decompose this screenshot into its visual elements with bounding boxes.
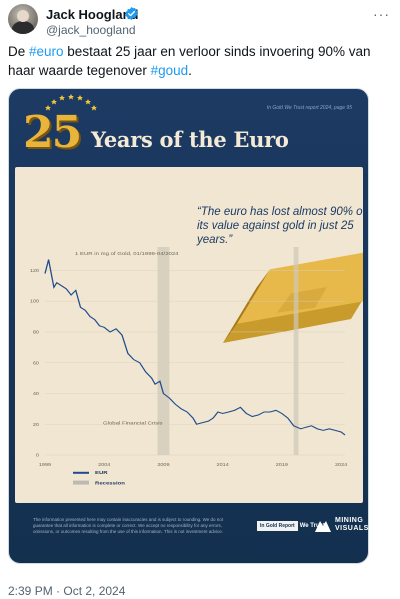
tweet-text: De #euro bestaat 25 jaar en verloor sind… xyxy=(8,42,392,80)
y-tick-label: 0 xyxy=(36,453,39,458)
tweet-media-image[interactable]: In Gold We Trust report 2024, page 95 25… xyxy=(8,88,369,564)
eur-series-line xyxy=(44,259,346,436)
quote-text: “The euro has lost almost 90% of its val… xyxy=(197,206,366,246)
x-tick-label: 1999 xyxy=(39,463,51,468)
tweet-header: Jack Hoogland @jack_hoogland ··· xyxy=(8,4,392,37)
y-tick-label: 100 xyxy=(30,299,39,304)
mining-visuals-mark-icon xyxy=(315,521,331,532)
mining-visuals-logo: MINING VISUALS xyxy=(315,517,369,533)
media-title: Years of the Euro xyxy=(91,127,289,152)
logo-name-text: We Trust xyxy=(299,523,325,529)
recession-band-1 xyxy=(293,247,299,455)
y-tick-label: 60 xyxy=(33,361,39,366)
x-tick-label: 2004 xyxy=(98,463,110,468)
tweet-text-segment: bestaat 25 jaar en verloor sinds invoeri… xyxy=(8,44,371,78)
in-gold-we-trust-logo: In Gold Report We Trust xyxy=(257,521,325,531)
chart-title: 1 EUR in mg of Gold, 01/1999-04/2024 xyxy=(75,251,179,256)
x-tick-label: 2019 xyxy=(276,463,288,468)
chart-panel: 0 20 40 60 80 100 120 1999 2004 2009 2014 2019 2024 … xyxy=(15,167,363,503)
x-tick-label: 2024 xyxy=(335,463,347,468)
verified-badge-icon xyxy=(125,6,138,21)
y-tick-label: 120 xyxy=(30,268,39,273)
legend-eur: EUR xyxy=(95,471,108,476)
x-tick-label: 2014 xyxy=(217,463,229,468)
author-display-name[interactable]: Jack Hoogland xyxy=(46,7,139,22)
media-source-note: In Gold We Trust report 2024, page 95 xyxy=(266,105,352,111)
logo-box-text: In Gold Report xyxy=(257,521,298,531)
recession-band-0 xyxy=(157,247,170,455)
disclaimer-text: The information presented here may conta… xyxy=(33,517,224,534)
eu-stars-icon xyxy=(45,94,97,111)
tweet-text-segment: . xyxy=(188,63,192,78)
avatar[interactable] xyxy=(8,4,38,34)
tweet-timestamp[interactable]: 2:39 PM · Oct 2, 2024 xyxy=(8,584,126,598)
author-handle[interactable]: @jack_hoogland xyxy=(46,23,136,37)
y-tick-label: 20 xyxy=(33,422,39,427)
title-number: 25 xyxy=(23,107,82,158)
more-options-icon[interactable]: ··· xyxy=(373,6,390,22)
y-tick-label: 40 xyxy=(33,392,39,397)
x-tick-label: 2009 xyxy=(157,463,169,468)
annotation-gfc: Global Financial Crisis xyxy=(103,421,163,426)
logo-mv-line2: VISUALS xyxy=(335,525,369,532)
legend: EUR Recession xyxy=(73,471,125,486)
y-tick-label: 80 xyxy=(33,330,39,335)
hashtag-euro[interactable]: #euro xyxy=(29,44,64,59)
logo-mv-line1: MINING xyxy=(335,517,364,524)
gold-bar-illustration xyxy=(223,252,363,343)
legend-recession: Recession xyxy=(95,481,125,486)
tweet-text-segment: De xyxy=(8,44,30,59)
hashtag-goud[interactable]: #goud xyxy=(150,63,189,78)
